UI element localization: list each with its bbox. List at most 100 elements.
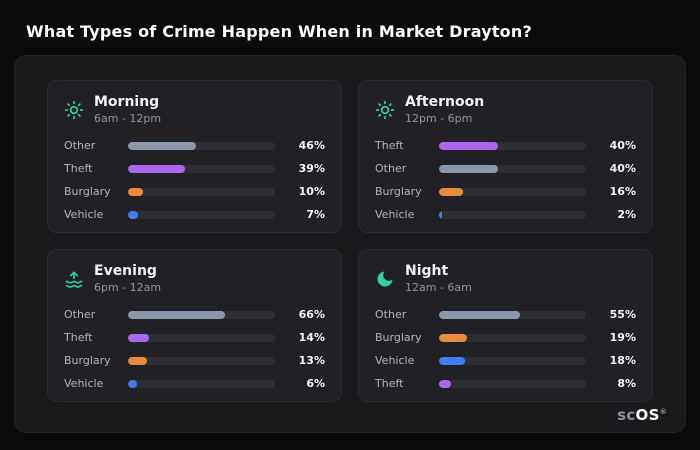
card-header: Evening 6pm - 12am (64, 263, 325, 294)
bar-track (128, 164, 275, 173)
card-header: Night 12am - 6am (375, 263, 636, 294)
bar-row: Burglary 13% (64, 354, 325, 367)
bar-track (128, 210, 275, 219)
registered-mark: ® (659, 408, 667, 416)
bar-value: 19% (609, 331, 636, 344)
bar-fill (439, 379, 451, 388)
bar-fill (439, 310, 520, 319)
bar-value: 40% (609, 139, 636, 152)
bar-fill (439, 164, 498, 173)
bar-fill (128, 333, 149, 342)
bar-label: Burglary (64, 354, 111, 367)
card-evening: Evening 6pm - 12am Other 66% Theft 14% B… (47, 249, 342, 402)
bar-track (128, 333, 275, 342)
bar-value: 66% (298, 308, 325, 321)
card-header: Morning 6am - 12pm (64, 94, 325, 125)
bar-track (128, 379, 275, 388)
card-title: Afternoon (405, 94, 485, 110)
bar-track (439, 356, 586, 365)
bar-row: Vehicle 6% (64, 377, 325, 390)
bar-row: Burglary 16% (375, 185, 636, 198)
bar-track (128, 141, 275, 150)
moon-icon (375, 269, 395, 289)
card-title: Morning (94, 94, 160, 110)
bar-row: Other 40% (375, 162, 636, 175)
bar-rows: Other 55% Burglary 19% Vehicle 18% Theft… (375, 308, 636, 390)
bar-track (439, 333, 586, 342)
bar-row: Theft 40% (375, 139, 636, 152)
bar-label: Other (64, 308, 96, 321)
bar-fill (439, 333, 467, 342)
bar-label: Other (375, 308, 407, 321)
bar-label: Other (375, 162, 407, 175)
bar-label: Vehicle (64, 208, 104, 221)
bar-fill (128, 379, 137, 388)
bar-value: 13% (298, 354, 325, 367)
bar-row: Burglary 10% (64, 185, 325, 198)
bar-value: 8% (617, 377, 636, 390)
bar-fill (128, 356, 148, 365)
bar-row: Theft 39% (64, 162, 325, 175)
bar-fill (128, 164, 186, 173)
bar-track (128, 187, 275, 196)
bar-value: 10% (298, 185, 325, 198)
bar-fill (128, 210, 139, 219)
bar-row: Vehicle 18% (375, 354, 636, 367)
bar-track (439, 379, 586, 388)
logo-suffix: OS (635, 406, 660, 424)
bar-track (439, 187, 586, 196)
bar-rows: Other 46% Theft 39% Burglary 10% Vehicle… (64, 139, 325, 221)
bar-label: Theft (64, 162, 93, 175)
bar-label: Other (64, 139, 96, 152)
bar-fill (128, 187, 143, 196)
card-morning: Morning 6am - 12pm Other 46% Theft 39% B… (47, 80, 342, 233)
logo-prefix: sc (617, 406, 636, 424)
card-night: Night 12am - 6am Other 55% Burglary 19% … (358, 249, 653, 402)
card-afternoon: Afternoon 12pm - 6pm Theft 40% Other 40%… (358, 80, 653, 233)
bar-row: Vehicle 2% (375, 208, 636, 221)
crime-times-panel: Morning 6am - 12pm Other 46% Theft 39% B… (14, 55, 686, 433)
bar-row: Theft 14% (64, 331, 325, 344)
bar-track (128, 310, 275, 319)
card-title: Night (405, 263, 449, 279)
card-title: Evening (94, 263, 157, 279)
card-subtitle: 12am - 6am (405, 281, 472, 294)
bar-label: Vehicle (375, 354, 415, 367)
scos-logo: scOS® (617, 406, 667, 424)
bar-track (128, 356, 275, 365)
card-header: Afternoon 12pm - 6pm (375, 94, 636, 125)
bar-fill (439, 187, 463, 196)
bar-fill (439, 141, 498, 150)
bar-track (439, 164, 586, 173)
bar-value: 40% (609, 162, 636, 175)
bar-row: Burglary 19% (375, 331, 636, 344)
bar-value: 39% (298, 162, 325, 175)
bar-value: 46% (298, 139, 325, 152)
bar-label: Vehicle (64, 377, 104, 390)
bar-row: Other 55% (375, 308, 636, 321)
bar-rows: Other 66% Theft 14% Burglary 13% Vehicle… (64, 308, 325, 390)
page-title: What Types of Crime Happen When in Marke… (26, 22, 532, 41)
bar-label: Vehicle (375, 208, 415, 221)
card-subtitle: 6pm - 12am (94, 281, 162, 294)
sun-icon (375, 100, 395, 120)
bar-label: Theft (375, 139, 404, 152)
bar-value: 55% (609, 308, 636, 321)
bar-value: 18% (609, 354, 636, 367)
bar-rows: Theft 40% Other 40% Burglary 16% Vehicle… (375, 139, 636, 221)
bar-fill (128, 141, 196, 150)
bar-fill (439, 356, 466, 365)
bar-value: 14% (298, 331, 325, 344)
bar-value: 16% (609, 185, 636, 198)
bar-label: Burglary (375, 185, 422, 198)
bar-row: Other 46% (64, 139, 325, 152)
bar-fill (439, 210, 442, 219)
sun-icon (64, 100, 84, 120)
bar-row: Vehicle 7% (64, 208, 325, 221)
bar-value: 7% (306, 208, 325, 221)
bar-row: Other 66% (64, 308, 325, 321)
bar-value: 2% (617, 208, 636, 221)
bar-label: Burglary (375, 331, 422, 344)
bar-row: Theft 8% (375, 377, 636, 390)
bar-track (439, 141, 586, 150)
